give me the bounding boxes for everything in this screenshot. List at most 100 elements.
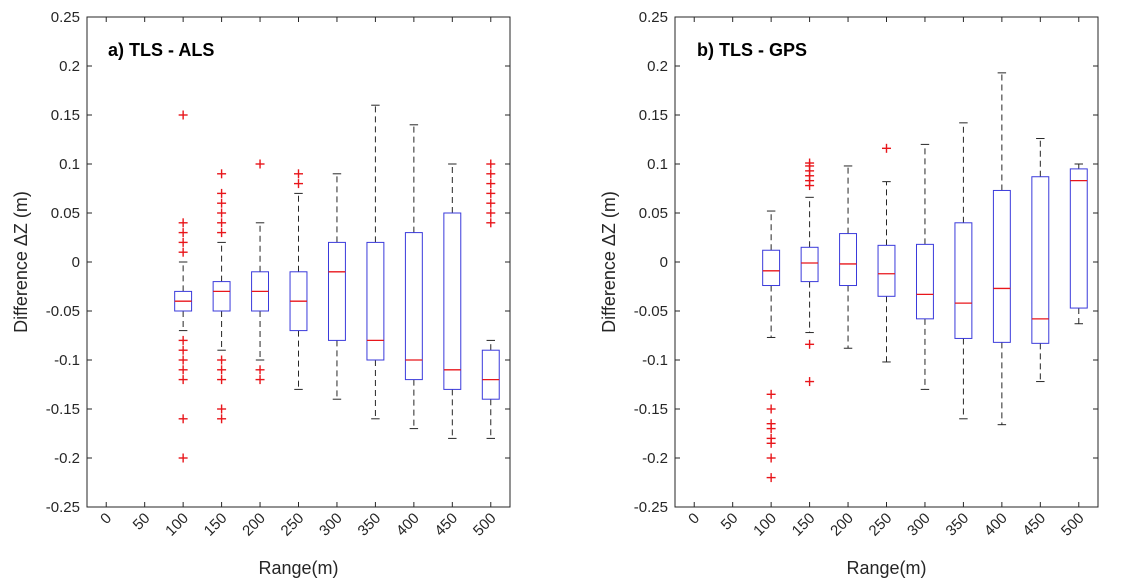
outlier-point [766, 453, 776, 463]
panel-b-ytick-label: -0.05 [634, 303, 668, 320]
outlier-point [178, 218, 188, 228]
panel-b-ytick-label: -0.1 [642, 352, 668, 369]
panel-b-title: b) TLS - GPS [697, 40, 807, 60]
panel-a-box-200 [251, 159, 270, 385]
iqr-box [327, 241, 346, 341]
outlier-point [178, 453, 188, 463]
panel-b-ytick-label: 0.1 [647, 156, 668, 173]
panel-b-ytick-label: 0.25 [639, 9, 668, 26]
panel-b-box-100 [762, 210, 781, 483]
outlier-point [766, 404, 776, 414]
outlier-point [217, 169, 227, 179]
outlier-point [805, 339, 815, 349]
panel-a-box-450 [443, 163, 462, 439]
panel-b-ytick-label: -0.25 [634, 499, 668, 516]
panel-b-box-350 [954, 122, 973, 420]
outlier-point [178, 355, 188, 365]
outlier-point [217, 218, 227, 228]
outlier-point [217, 365, 227, 375]
outlier-point [255, 159, 265, 169]
outlier-point [178, 414, 188, 424]
outlier-point [805, 181, 815, 191]
iqr-box [212, 281, 231, 312]
panel-a-box-100 [174, 110, 193, 463]
iqr-box [443, 212, 462, 390]
panel-a-ytick-label: -0.15 [46, 401, 80, 418]
outlier-point [217, 355, 227, 365]
panel-a-box-300 [327, 173, 346, 400]
panel-b-box-150 [800, 158, 819, 387]
outlier-point [217, 375, 227, 385]
outlier-point [178, 365, 188, 375]
panel-a-ytick-label: -0.25 [46, 499, 80, 516]
outlier-point [766, 389, 776, 399]
outlier-point [294, 169, 303, 179]
outlier-point [486, 159, 496, 169]
iqr-box [1069, 168, 1088, 309]
panel-a-xlabel: Range(m) [258, 558, 338, 578]
panel-b-box-250 [877, 143, 896, 363]
outlier-point [178, 335, 188, 345]
panel-a-box-150 [212, 169, 231, 424]
iqr-box [481, 349, 500, 400]
outlier-point [766, 424, 776, 434]
panel-a-box-400 [404, 124, 423, 430]
outlier-point [217, 228, 227, 238]
iqr-box [1031, 176, 1050, 344]
panel-a-ytick-label: 0.2 [59, 58, 80, 75]
outlier-point [486, 169, 496, 179]
panel-a-ytick-label: -0.05 [46, 303, 80, 320]
outlier-point [486, 208, 496, 218]
outlier-point [486, 218, 496, 228]
panel-b-box-200 [839, 165, 858, 349]
outlier-point [178, 110, 188, 120]
outlier-point [178, 375, 188, 385]
outlier-point [178, 237, 188, 247]
panel-b-ytick-label: -0.15 [634, 401, 668, 418]
panel-a-ytick-label: 0.05 [51, 205, 80, 222]
panel-b-ylabel: Difference ΔZ (m) [599, 191, 619, 333]
iqr-box [762, 249, 781, 287]
iqr-box [992, 189, 1011, 343]
panel-a-ytick-label: 0.1 [59, 156, 80, 173]
panel-a-ylabel: Difference ΔZ (m) [11, 191, 31, 333]
panel-a-ytick-label: 0.25 [51, 9, 80, 26]
outlier-point [178, 345, 188, 355]
panel-b-ytick-label: 0.15 [639, 107, 668, 124]
outlier-point [294, 179, 303, 189]
iqr-box [915, 243, 934, 320]
outlier-point [178, 247, 188, 257]
outlier-point [486, 198, 496, 208]
panel-a-ytick-label: 0 [72, 254, 80, 271]
iqr-box [839, 233, 858, 287]
panel-a-ytick-label: 0.15 [51, 107, 80, 124]
panel-b-box-450 [1031, 138, 1050, 383]
panel-a-box-350 [366, 104, 385, 420]
panel-b-ytick-label: -0.2 [642, 450, 668, 467]
panel-b-ytick-label: 0 [660, 254, 668, 271]
panel-a-title: a) TLS - ALS [108, 40, 214, 60]
panel-b-box-500 [1069, 163, 1088, 325]
outlier-point [255, 375, 265, 385]
outlier-point [217, 208, 227, 218]
outlier-point [217, 414, 227, 424]
outlier-point [766, 438, 776, 448]
iqr-box [404, 232, 423, 381]
panel-a-box-250 [289, 169, 308, 390]
iqr-box [366, 241, 385, 361]
iqr-box [877, 244, 896, 297]
outlier-point [217, 404, 227, 414]
outlier-point [486, 188, 496, 198]
outlier-point [217, 188, 227, 198]
outlier-point [255, 365, 265, 375]
iqr-box [954, 222, 973, 339]
panel-b-box-300 [915, 143, 934, 390]
outlier-point [805, 377, 815, 387]
panel-b-box-400 [992, 72, 1011, 426]
panel-a-box-500 [481, 159, 500, 439]
panel-a-ytick-label: -0.2 [54, 450, 80, 467]
panel-a-ytick-label: -0.1 [54, 352, 80, 369]
